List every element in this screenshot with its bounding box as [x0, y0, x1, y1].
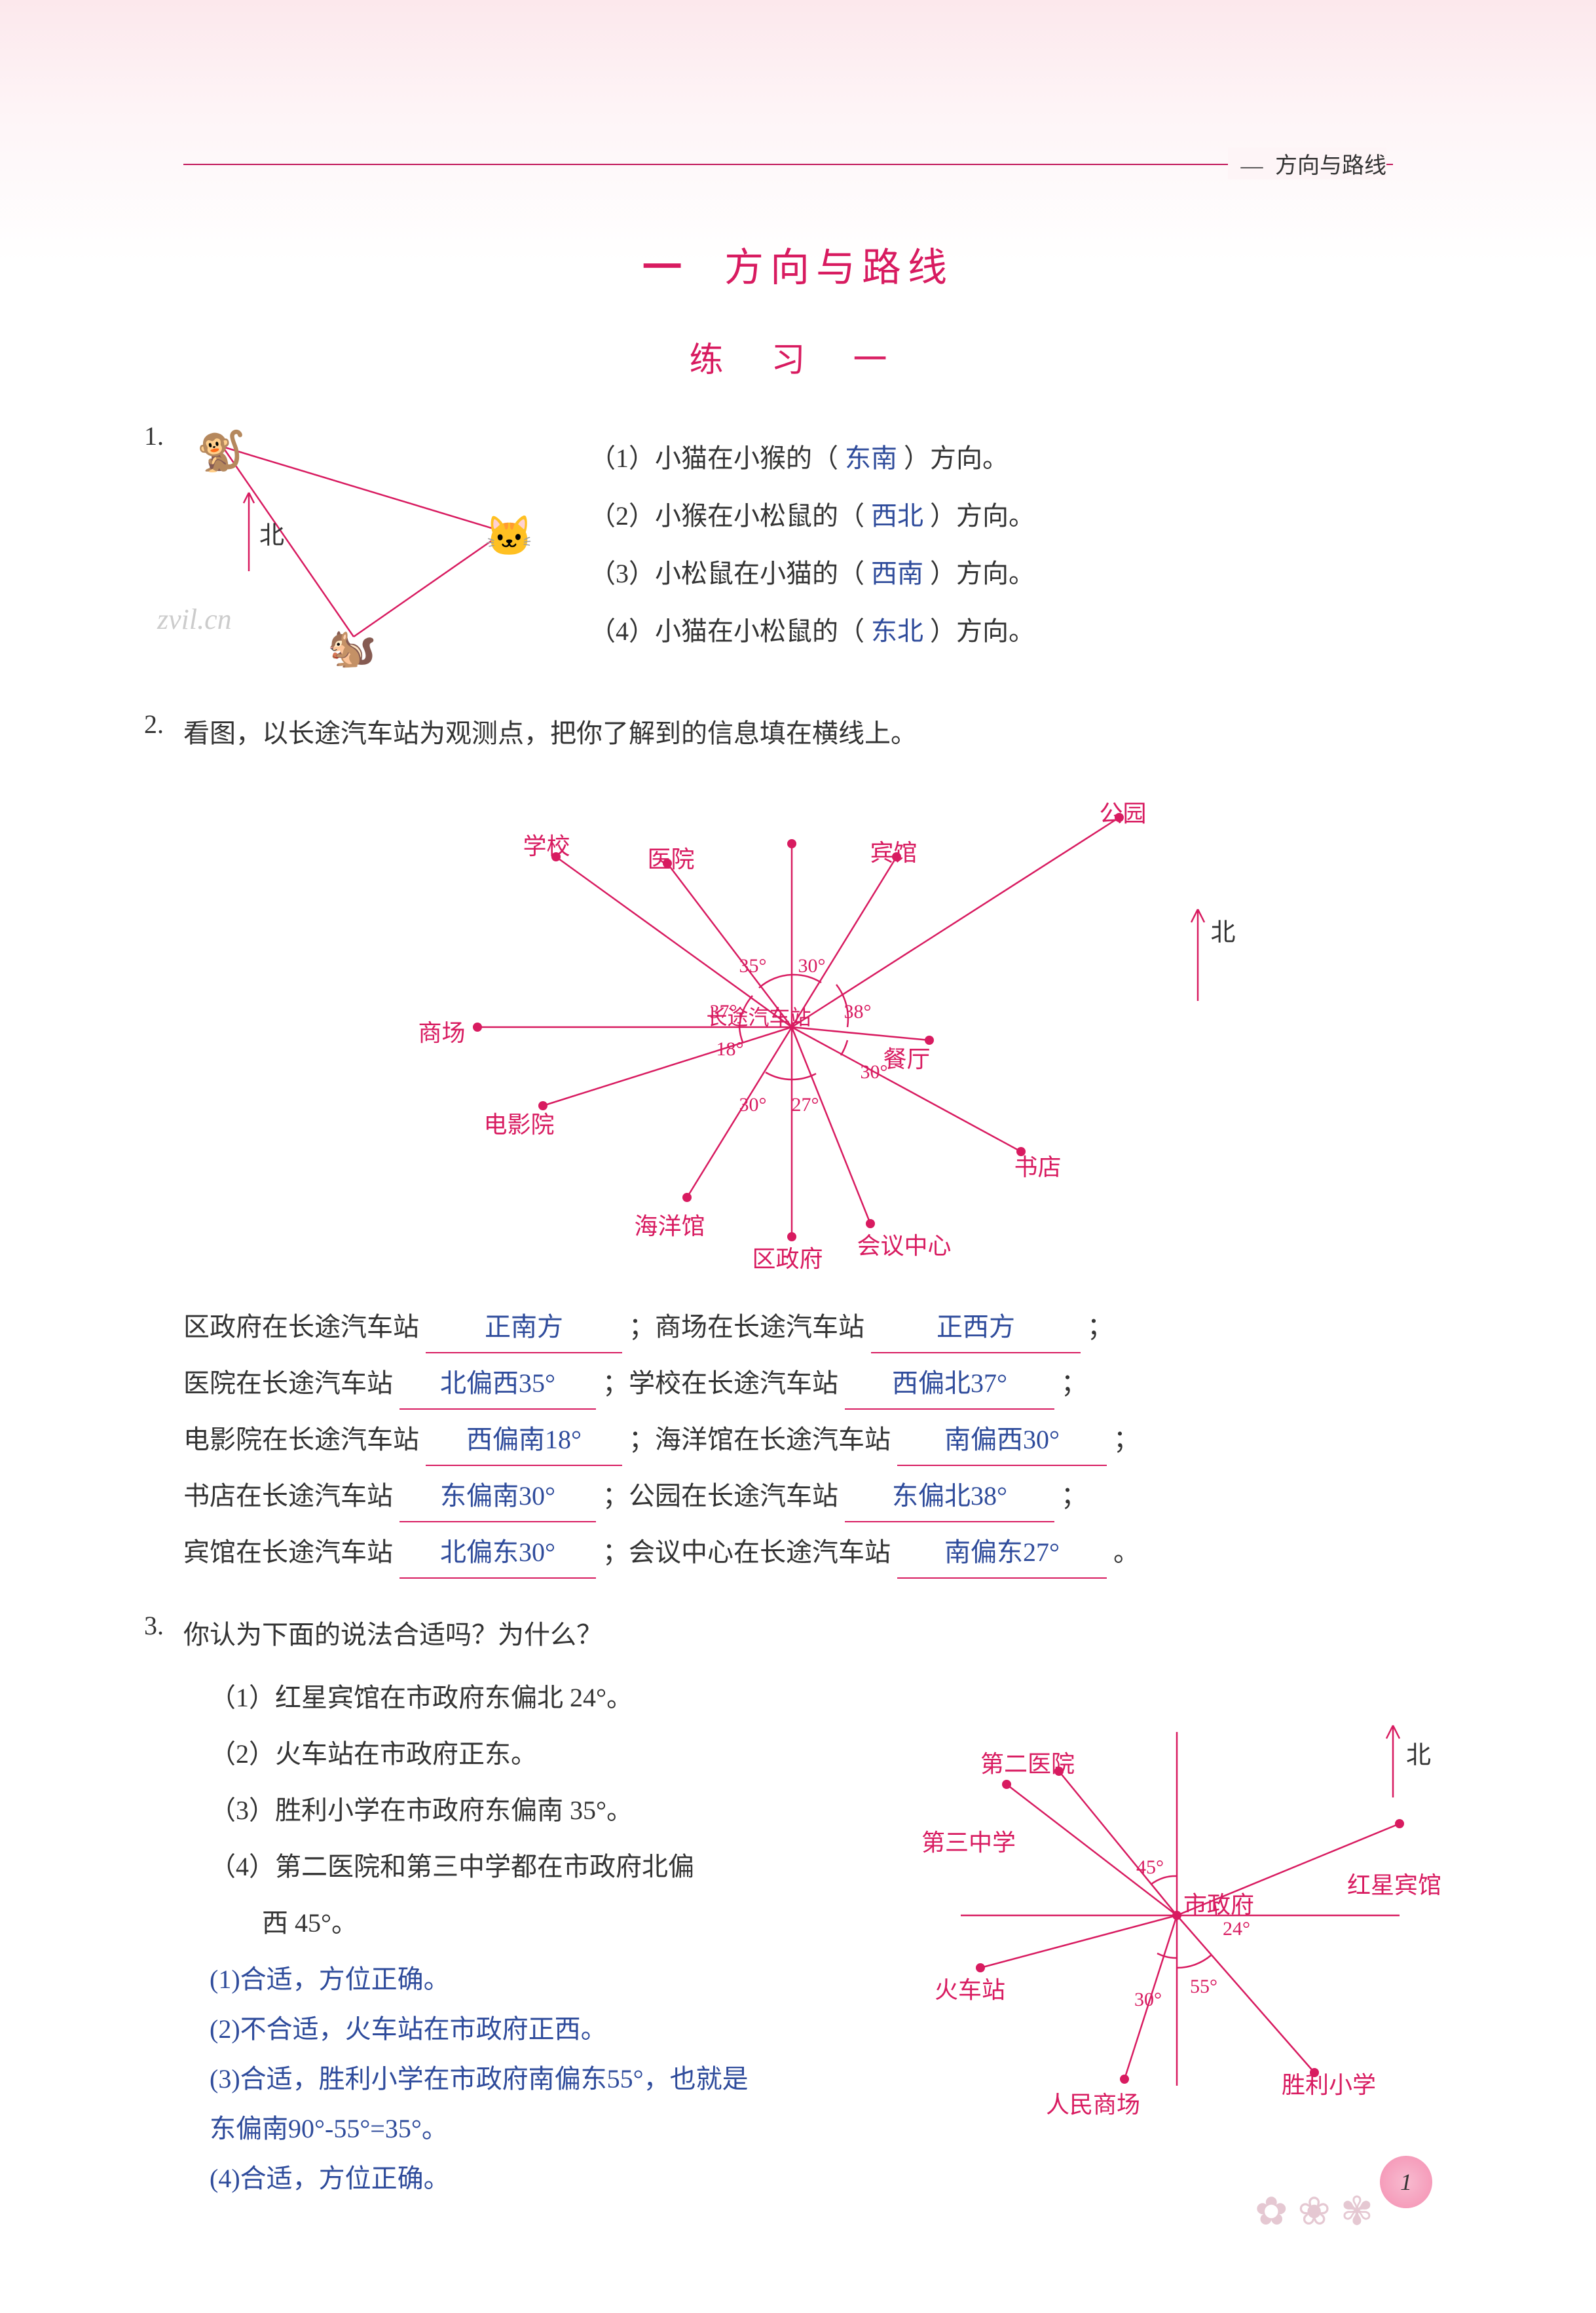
angle-30b: 30° [739, 1086, 767, 1123]
angle-24: 24° [1223, 1910, 1250, 1947]
angle-45: 45° [1136, 1849, 1164, 1886]
q1-ans-2: 西北 [871, 501, 923, 531]
q1-ans-1: 东南 [845, 443, 897, 473]
fill-2b: 西偏北37° [845, 1359, 1054, 1410]
fill-5b: 南偏东27° [897, 1528, 1107, 1579]
fill-4b: 东偏北38° [845, 1471, 1054, 1522]
q1-ans-3: 西南 [871, 559, 923, 588]
angle-30t: 30° [798, 947, 826, 985]
label-market: 商场 [418, 1011, 466, 1055]
q3-ans-4: (4)合适，方位正确。 [210, 2154, 889, 2204]
chapter-title-text: 方向与路线 [724, 246, 954, 290]
squirrel-icon: 🐿️ [327, 611, 377, 685]
fill-row-2: 医院在长途汽车站 北偏西35° ；学校在长途汽车站 西偏北37° ； [183, 1359, 1308, 1410]
floral-decoration-icon: ✿ ❀ ✾ [1255, 2189, 1373, 2234]
label-school: 学校 [523, 824, 570, 869]
label-park: 公园 [1100, 791, 1147, 836]
q3-ans-3b: 东偏南90°-55°=35°。 [210, 2104, 889, 2154]
page-number: 1 [1380, 2156, 1432, 2208]
label-north: 北 [1211, 909, 1236, 956]
angle-35: 35° [739, 947, 767, 985]
label-hospital: 医院 [648, 837, 695, 882]
q2-stem: 看图，以长途汽车站为观测点，把你了解到的信息填在横线上。 [183, 709, 1452, 759]
angle-27: 27° [792, 1086, 819, 1123]
chapter-num: 一 [642, 246, 688, 290]
angle-30: 30° [1134, 1981, 1162, 2018]
label-book: 书店 [1014, 1145, 1062, 1190]
label-market: 人民商场 [1046, 2082, 1140, 2127]
q3-ans-3: (3)合适，胜利小学在市政府南偏东55°，也就是 [210, 2054, 889, 2104]
q3-sub-4: （4）第二医院和第三中学都在市政府北偏 [210, 1842, 889, 1892]
angle-30r: 30° [861, 1053, 888, 1091]
fill-row-3: 电影院在长途汽车站 西偏南18° ；海洋馆在长途汽车站 南偏西30° ； [183, 1415, 1308, 1466]
q1-text: （1）小猫在小猴的（ 东南 ）方向。 （2）小猴在小松鼠的（ 西北 ）方向。 （… [589, 421, 1452, 683]
q1-ans-4: 东北 [871, 616, 923, 646]
q1-line-3: （3）小松鼠在小猫的（ 西南 ）方向。 [589, 549, 1452, 599]
fill-1b: 正西方 [871, 1302, 1081, 1353]
angle-37: 37° [710, 993, 737, 1030]
question-2: 2. 看图，以长途汽车站为观测点，把你了解到的信息填在横线上。 [144, 709, 1452, 1584]
label-cinema: 电影院 [484, 1102, 555, 1147]
watermark: zvil.cn [157, 603, 232, 636]
fill-4a: 东偏南30° [399, 1471, 596, 1522]
angle-55: 55° [1190, 1968, 1217, 2005]
label-gov: 区政府 [752, 1237, 823, 1281]
q3-sub-4c: 西 45°。 [262, 1898, 889, 1948]
label-hosp2: 第二医院 [980, 1742, 1075, 1786]
exercise-title: 练 习 一 [144, 332, 1452, 381]
q3-sub-1: （1）红星宾馆在市政府东偏北 24°。 [210, 1673, 889, 1723]
label-conf: 会议中心 [857, 1224, 952, 1268]
page: — 方向与路线 一 方向与路线 练 习 一 1. [0, 0, 1596, 2313]
label-north-3: 北 [1406, 1732, 1431, 1779]
label-rest: 餐厅 [883, 1037, 931, 1081]
angle-38: 38° [844, 993, 872, 1030]
header-rule [183, 164, 1393, 165]
content: 1. 🐒 🐱 🐿️ 北 [144, 421, 1452, 2204]
q1-line-1: （1）小猫在小猴的（ 东南 ）方向。 [589, 434, 1452, 483]
monkey-icon: 🐒 [196, 414, 246, 489]
q1-line-4: （4）小猫在小松鼠的（ 东北 ）方向。 [589, 607, 1452, 656]
label-redstar: 红星宾馆 [1347, 1863, 1441, 1908]
north-label: 北 [259, 512, 284, 559]
q3-ans-2: (2)不合适，火车站在市政府正西。 [210, 2004, 889, 2054]
fill-row-1: 区政府在长途汽车站 正南方 ；商场在长途汽车站 正西方 ； [183, 1302, 1308, 1353]
label-hotel: 宾馆 [870, 831, 918, 875]
question-3: 3. 你认为下面的说法合适吗？为什么？ （1）红星宾馆在市政府东偏北 24°。 … [144, 1610, 1452, 2204]
fill-row-4: 书店在长途汽车站 东偏南30° ；公园在长途汽车站 东偏北38° ； [183, 1471, 1308, 1522]
running-head: — 方向与路线 [1228, 147, 1387, 179]
q3-sub-3: （3）胜利小学在市政府东偏南 35°。 [210, 1786, 889, 1835]
fill-1a: 正南方 [426, 1302, 622, 1353]
fill-row-5: 宾馆在长途汽车站 北偏东30° ；会议中心在长途汽车站 南偏东27° 。 [183, 1528, 1308, 1579]
fill-3b: 南偏西30° [897, 1415, 1107, 1466]
fill-3a: 西偏南18° [426, 1415, 622, 1466]
fill-5a: 北偏东30° [399, 1528, 596, 1579]
running-head-text: 方向与路线 [1275, 154, 1386, 178]
cat-icon: 🐱 [485, 499, 534, 574]
q3-diagram: 第二医院 第三中学 市政府 红星宾馆 火车站 人民商场 胜利小学 北 45° 2… [915, 1706, 1452, 2138]
q3-number: 3. [144, 1610, 183, 1641]
q1-number: 1. [144, 421, 183, 451]
q2-diagram: 学校 医院 宾馆 公园 商场 电影院 海洋馆 区政府 会议中心 书店 餐厅 长途… [360, 778, 1276, 1276]
label-ocean: 海洋馆 [635, 1204, 705, 1249]
q3-stem: 你认为下面的说法合适吗？为什么？ [183, 1610, 1452, 1660]
angle-18: 18° [716, 1030, 744, 1068]
header-dash: — [1241, 154, 1263, 178]
label-train: 火车站 [935, 1968, 1005, 2012]
q3-ans-1: (1)合适，方位正确。 [210, 1955, 889, 2004]
q2-number: 2. [144, 709, 183, 740]
q1-diagram: 🐒 🐱 🐿️ 北 [183, 421, 550, 683]
q3-sub-2: （2）火车站在市政府正东。 [210, 1729, 889, 1779]
label-mid3: 第三中学 [921, 1820, 1016, 1865]
chapter-title: 一 方向与路线 [144, 236, 1452, 293]
q1-line-2: （2）小猴在小松鼠的（ 西北 ）方向。 [589, 491, 1452, 541]
question-1: 1. 🐒 🐱 🐿️ 北 [144, 421, 1452, 683]
fill-2a: 北偏西35° [399, 1359, 596, 1410]
q3-left: （1）红星宾馆在市政府东偏北 24°。 （2）火车站在市政府正东。 （3）胜利小… [183, 1666, 889, 2204]
label-winpri: 胜利小学 [1282, 2063, 1376, 2107]
